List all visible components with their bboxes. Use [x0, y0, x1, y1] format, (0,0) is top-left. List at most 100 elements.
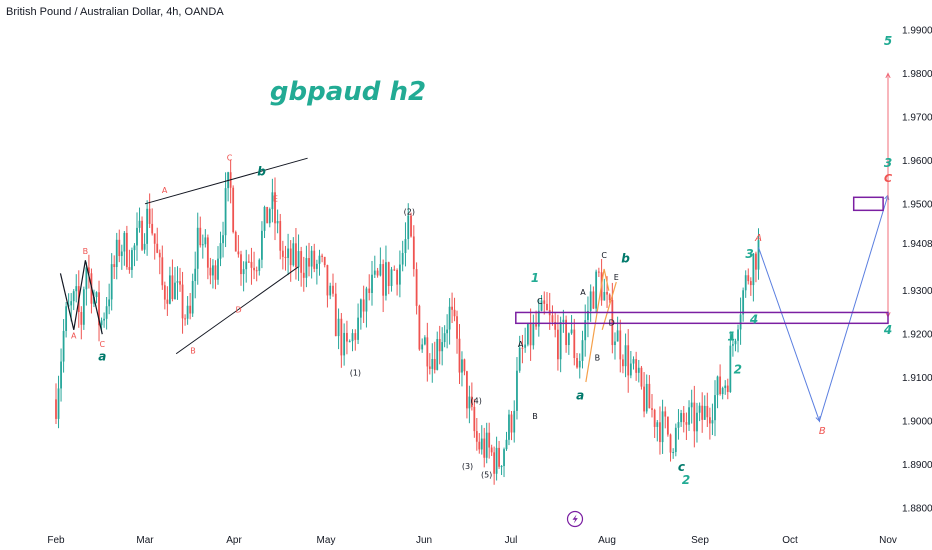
- candle-body: [537, 310, 540, 327]
- candle-body: [672, 452, 675, 454]
- candle-body: [250, 261, 253, 268]
- candle-body: [194, 268, 197, 282]
- price-zone-box[interactable]: [852, 196, 884, 212]
- y-tick-label: 1.90000: [902, 417, 932, 428]
- candle-body: [348, 341, 351, 343]
- x-tick-label: Oct: [782, 535, 798, 546]
- y-tick-label: 1.96000: [902, 156, 932, 167]
- candle-body: [685, 422, 688, 425]
- candle-body: [446, 329, 449, 334]
- candle-body: [438, 339, 441, 352]
- wave-label: A: [71, 332, 77, 341]
- wave-labels-layer: ABCaABCbDE(1)(2)(3)(4)(5)ABC1aABCDEbc212…: [71, 34, 892, 487]
- candle-body: [143, 243, 146, 250]
- candle-body: [103, 318, 105, 321]
- candle-body: [237, 251, 240, 255]
- candle-body: [421, 344, 424, 350]
- candle-body: [581, 340, 584, 361]
- wave-label: a: [98, 349, 106, 363]
- wave-label: 2: [734, 362, 742, 376]
- candle-body: [125, 232, 128, 268]
- projection-path-blue[interactable]: [758, 194, 889, 423]
- candle-body: [518, 347, 521, 371]
- candle-body: [201, 244, 204, 246]
- candle-body: [488, 432, 491, 448]
- y-tick-label: 1.91000: [902, 373, 932, 384]
- candle-body: [495, 447, 498, 474]
- x-tick-label: Aug: [598, 535, 616, 546]
- candle-body: [354, 333, 357, 340]
- candle-body: [632, 359, 635, 364]
- candle-body: [554, 322, 557, 330]
- candle-body: [682, 413, 685, 423]
- price-zone-box[interactable]: [515, 311, 889, 325]
- candle-body: [253, 267, 255, 271]
- candle-body: [168, 275, 171, 304]
- axes-layer: 1.99000 1.98000 1.97000 1.96000 1.95000 1.940…: [47, 26, 932, 547]
- candle-body: [696, 412, 698, 432]
- candle-body: [181, 284, 184, 319]
- candle-body: [110, 264, 113, 300]
- candle-body: [461, 359, 463, 373]
- candle-body: [475, 431, 478, 442]
- candle-body: [365, 288, 368, 312]
- candle-body: [584, 320, 587, 341]
- y-tick-label: 1.95000: [902, 199, 932, 210]
- candle-body: [701, 405, 704, 420]
- candle-body: [721, 388, 724, 395]
- candle-body: [407, 215, 410, 240]
- orange-wave-line[interactable]: [585, 268, 610, 383]
- candle-body: [627, 345, 630, 376]
- candle-body: [508, 414, 510, 440]
- candle-body: [100, 320, 103, 326]
- candle-body: [458, 338, 461, 373]
- wave-label: 4: [883, 323, 892, 337]
- candle-body: [60, 361, 62, 389]
- candle-body: [611, 300, 614, 346]
- wave-label: (1): [350, 368, 361, 377]
- candle-body: [266, 206, 269, 224]
- candle-body: [297, 251, 300, 268]
- wave-label: (3): [462, 462, 473, 471]
- x-tick-label: Jun: [416, 535, 432, 546]
- candle-body: [532, 324, 535, 346]
- candle-body: [410, 215, 412, 237]
- orange-wave-line[interactable]: [601, 281, 617, 331]
- candle-body: [468, 396, 471, 409]
- candle-body: [368, 288, 371, 294]
- lightning-icon[interactable]: [566, 510, 584, 528]
- trend-line[interactable]: [144, 157, 308, 205]
- candle-body: [204, 237, 207, 245]
- candle-body: [212, 265, 214, 276]
- candle-body: [393, 269, 396, 271]
- candle-body: [578, 360, 581, 368]
- candle-body: [315, 263, 318, 269]
- candle-body: [436, 339, 439, 370]
- candle-body: [708, 417, 711, 424]
- wave-label: B: [595, 353, 601, 362]
- candle-body: [415, 269, 418, 306]
- x-tick-label: Nov: [879, 535, 897, 546]
- candle-body: [543, 300, 546, 304]
- candle-body: [219, 243, 222, 259]
- candle-body: [292, 243, 295, 266]
- candle-body: [268, 209, 271, 224]
- candle-body: [179, 281, 181, 285]
- candle-body: [326, 265, 329, 296]
- candle-body: [357, 317, 359, 340]
- left-zigzag-line[interactable]: [59, 260, 103, 335]
- x-tick-label: Jul: [505, 535, 518, 546]
- candle-body: [217, 258, 219, 280]
- candle-body: [255, 270, 258, 272]
- candle-body: [343, 332, 346, 356]
- candle-body: [592, 291, 595, 309]
- candle-body: [606, 291, 608, 295]
- x-tick-label: Feb: [47, 535, 65, 546]
- candle-body: [184, 318, 186, 320]
- candle-body: [428, 366, 431, 369]
- trend-line[interactable]: [175, 266, 299, 355]
- wave-label: C: [537, 297, 543, 306]
- candle-body: [276, 221, 279, 224]
- candle-body: [362, 299, 365, 312]
